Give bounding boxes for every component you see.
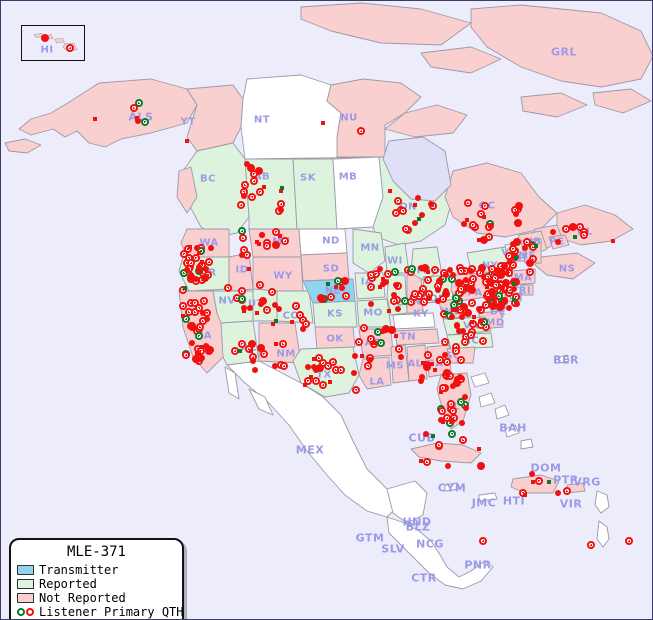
legend-item-transmitter: Transmitter — [17, 563, 176, 577]
legend-label-primary-qth: Listener Primary QTH — [39, 605, 184, 619]
swatch-not-reported — [17, 593, 34, 603]
swatch-transmitter — [17, 565, 34, 575]
swatch-reported — [17, 579, 34, 589]
legend-item-not-reported: Not Reported — [17, 591, 176, 605]
legend-label-transmitter: Transmitter — [39, 563, 119, 577]
legend-label-reported: Reported — [39, 577, 97, 591]
legend-item-primary-qth: Listener Primary QTH — [17, 605, 184, 619]
map-legend[interactable]: MLE-371 Transmitter Reported Not Reporte… — [9, 538, 184, 619]
red-circle-icon — [26, 608, 34, 616]
legend-title: MLE-371 — [66, 544, 126, 560]
primary-qth-icon — [17, 607, 34, 617]
hawaii-islands — [33, 33, 78, 52]
green-circle-icon — [17, 608, 25, 616]
legend-item-reported: Reported — [17, 577, 176, 591]
hawaii-inset: HI — [21, 25, 85, 61]
legend-label-not-reported: Not Reported — [39, 591, 126, 605]
